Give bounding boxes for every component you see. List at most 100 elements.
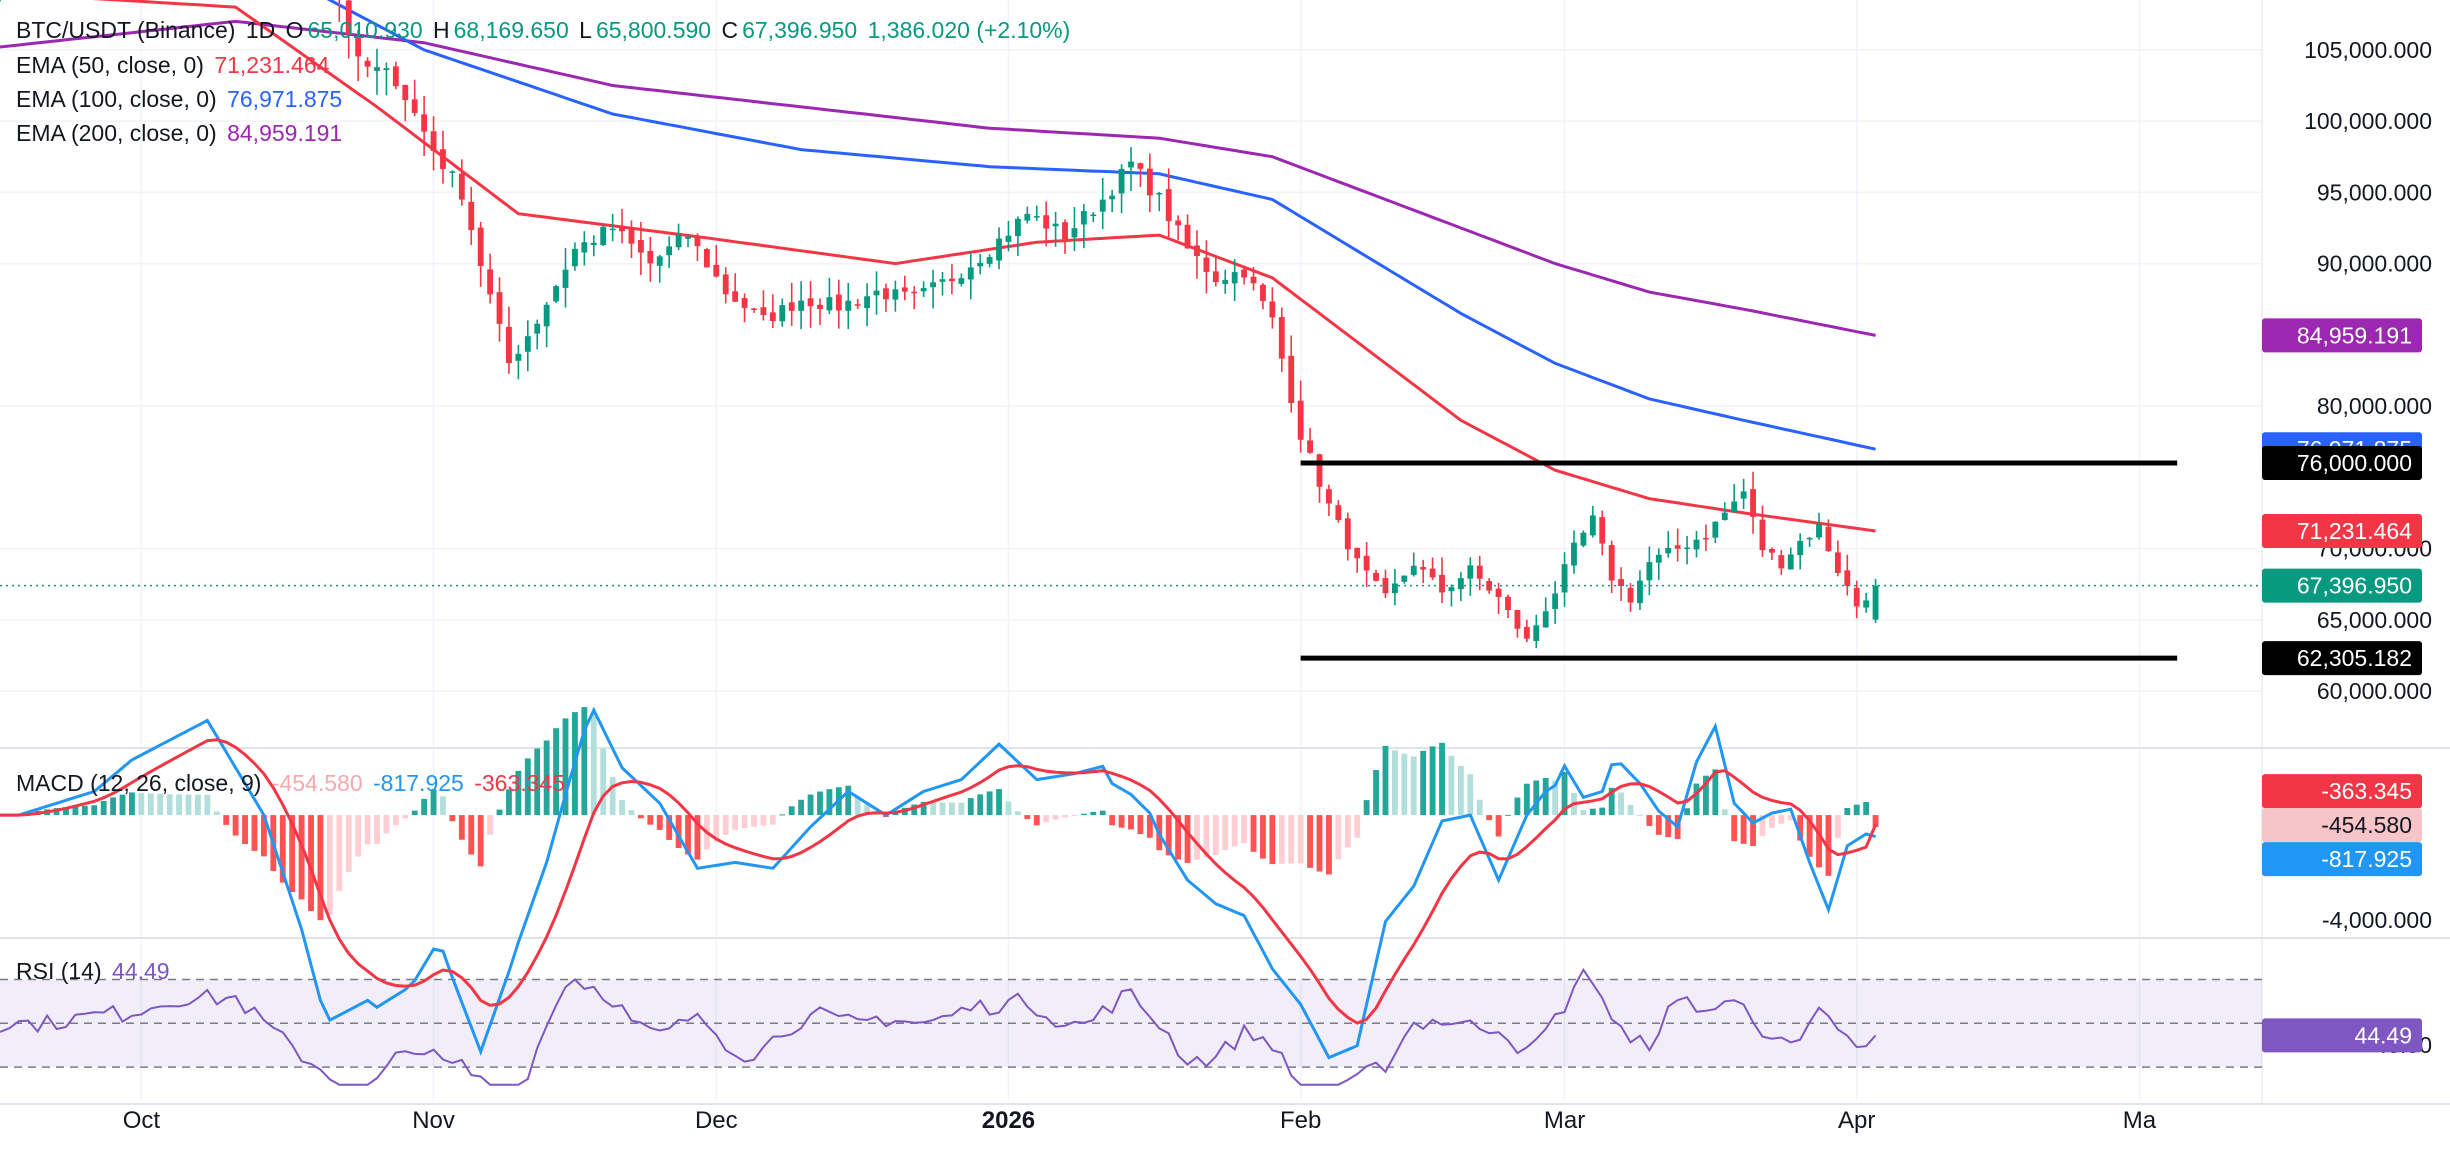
macd-histogram-bar — [1542, 777, 1549, 816]
macd-histogram-bar — [1637, 814, 1643, 816]
macd-histogram-bar — [1194, 815, 1200, 860]
macd-histogram-bar — [732, 815, 739, 830]
candle-body — [1580, 532, 1587, 546]
price-badges: 84,959.19176,971.87576,000.00071,231.464… — [2262, 318, 2422, 1053]
macd-signal-line[interactable] — [0, 738, 1877, 1025]
macd-histogram-bar — [1486, 815, 1493, 821]
candle-body — [1269, 301, 1276, 318]
candle-body — [769, 312, 776, 321]
macd-histogram-bar — [157, 793, 164, 816]
candle-body — [1307, 440, 1313, 453]
candle-body — [1721, 512, 1728, 521]
macd-histogram-bar — [741, 815, 748, 829]
candle-body — [977, 263, 984, 267]
macd-histogram-bar — [619, 800, 625, 816]
time-tick-label: Apr — [1838, 1107, 1875, 1134]
macd-signal-value: -363.345 — [474, 770, 566, 796]
candle-body — [996, 238, 1002, 261]
ema200-legend[interactable]: EMA (200, close, 0) 84,959.191 — [16, 118, 346, 149]
candle-body — [411, 99, 418, 113]
ema200-line[interactable] — [0, 19, 1876, 337]
macd-legend[interactable]: MACD (12, 26, close, 9) -454.580 -817.92… — [16, 768, 569, 799]
candle-body — [1665, 547, 1672, 554]
ema50-legend[interactable]: EMA (50, close, 0) 71,231.464 — [16, 50, 333, 81]
macd-histogram-bar — [1533, 780, 1540, 816]
macd-histogram-bar — [986, 791, 993, 816]
macd-line[interactable] — [0, 706, 1876, 1060]
macd-histogram-bar — [628, 810, 635, 816]
rsi-label: RSI (14) — [16, 958, 102, 984]
candle-body — [1137, 163, 1144, 169]
macd-label: MACD (12, 26, close, 9) — [16, 770, 262, 796]
candle-body — [1872, 585, 1879, 620]
candle-body — [562, 269, 569, 288]
macd-histogram-bar — [1872, 815, 1879, 828]
candle-body — [1326, 489, 1332, 504]
macd-histogram-bar — [1787, 815, 1794, 821]
rsi-line[interactable] — [0, 967, 1877, 1086]
ema100-value: 76,971.875 — [227, 86, 343, 112]
candle-body — [1043, 215, 1050, 229]
ema100-legend[interactable]: EMA (100, close, 0) 76,971.875 — [16, 84, 346, 115]
candle-body — [1128, 161, 1134, 168]
candle-body — [402, 85, 409, 101]
macd-histogram-bar — [1703, 775, 1709, 816]
candle-body — [1297, 400, 1304, 440]
candle-body — [788, 302, 795, 311]
macd-histogram-bar — [1853, 804, 1860, 816]
candle-body — [685, 236, 691, 239]
macd-histogram-bar — [1863, 802, 1870, 816]
macd-histogram-bar — [562, 718, 569, 816]
candle-body — [543, 304, 550, 327]
macd-histogram-bar — [1599, 807, 1606, 816]
macd-histogram-bar — [1476, 799, 1483, 816]
macd-histogram-bar — [440, 796, 446, 816]
ema100-line[interactable] — [0, 0, 1876, 451]
candle-body — [1231, 272, 1238, 284]
macd-histogram-bar — [374, 815, 380, 845]
macd-histogram-bar — [590, 712, 597, 816]
macd-histogram-bar — [72, 806, 79, 816]
candle-body — [524, 336, 531, 352]
macd-histogram-bar — [1740, 815, 1747, 844]
rsi-legend[interactable]: RSI (14) 44.49 — [16, 956, 174, 987]
horizontal-levels[interactable] — [1300, 460, 2178, 661]
candle-body — [864, 296, 871, 309]
candle-body — [760, 307, 767, 316]
macd-histogram-bar — [1589, 808, 1596, 816]
candle-body — [1523, 626, 1530, 639]
candle-body — [421, 114, 428, 132]
candle-body — [1703, 538, 1709, 540]
interval-label[interactable]: 1D — [245, 17, 276, 43]
price-badge: 76,000.000 — [2297, 450, 2412, 476]
candle-body — [1712, 521, 1719, 538]
macd-histogram-bar — [487, 815, 494, 835]
macd-histogram-bar — [1203, 815, 1210, 858]
macd-histogram-bar — [1146, 815, 1153, 838]
candle-body — [1853, 587, 1860, 607]
candle-body — [1429, 568, 1436, 578]
macd-histogram-bar — [1260, 815, 1266, 859]
candle-body — [1637, 580, 1643, 604]
macd-histogram-bar — [1523, 783, 1530, 816]
open-key: O — [285, 17, 304, 43]
close-key: C — [721, 17, 739, 43]
candle-body — [986, 257, 993, 264]
macd-histogram-bar — [1684, 808, 1690, 816]
ema50-line[interactable] — [0, 0, 1876, 533]
candle-body — [1052, 223, 1059, 227]
macd-histogram-bar — [242, 815, 248, 845]
symbol-title[interactable]: BTC/USDT (Binance) — [16, 17, 236, 43]
macd-histogram-bar — [1175, 815, 1182, 860]
macd-histogram-bar — [534, 748, 541, 816]
macd-histogram-bar — [722, 815, 729, 835]
change-value: 1,386.020 (+2.10%) — [867, 17, 1071, 43]
candle-body — [449, 171, 456, 173]
macd-histogram-bar — [1005, 801, 1012, 816]
candle-body — [1467, 565, 1474, 579]
macd-histogram-bar — [967, 798, 974, 816]
candle-body — [1844, 570, 1851, 586]
macd-histogram-bar — [1052, 815, 1059, 820]
candle-body — [1533, 625, 1540, 642]
